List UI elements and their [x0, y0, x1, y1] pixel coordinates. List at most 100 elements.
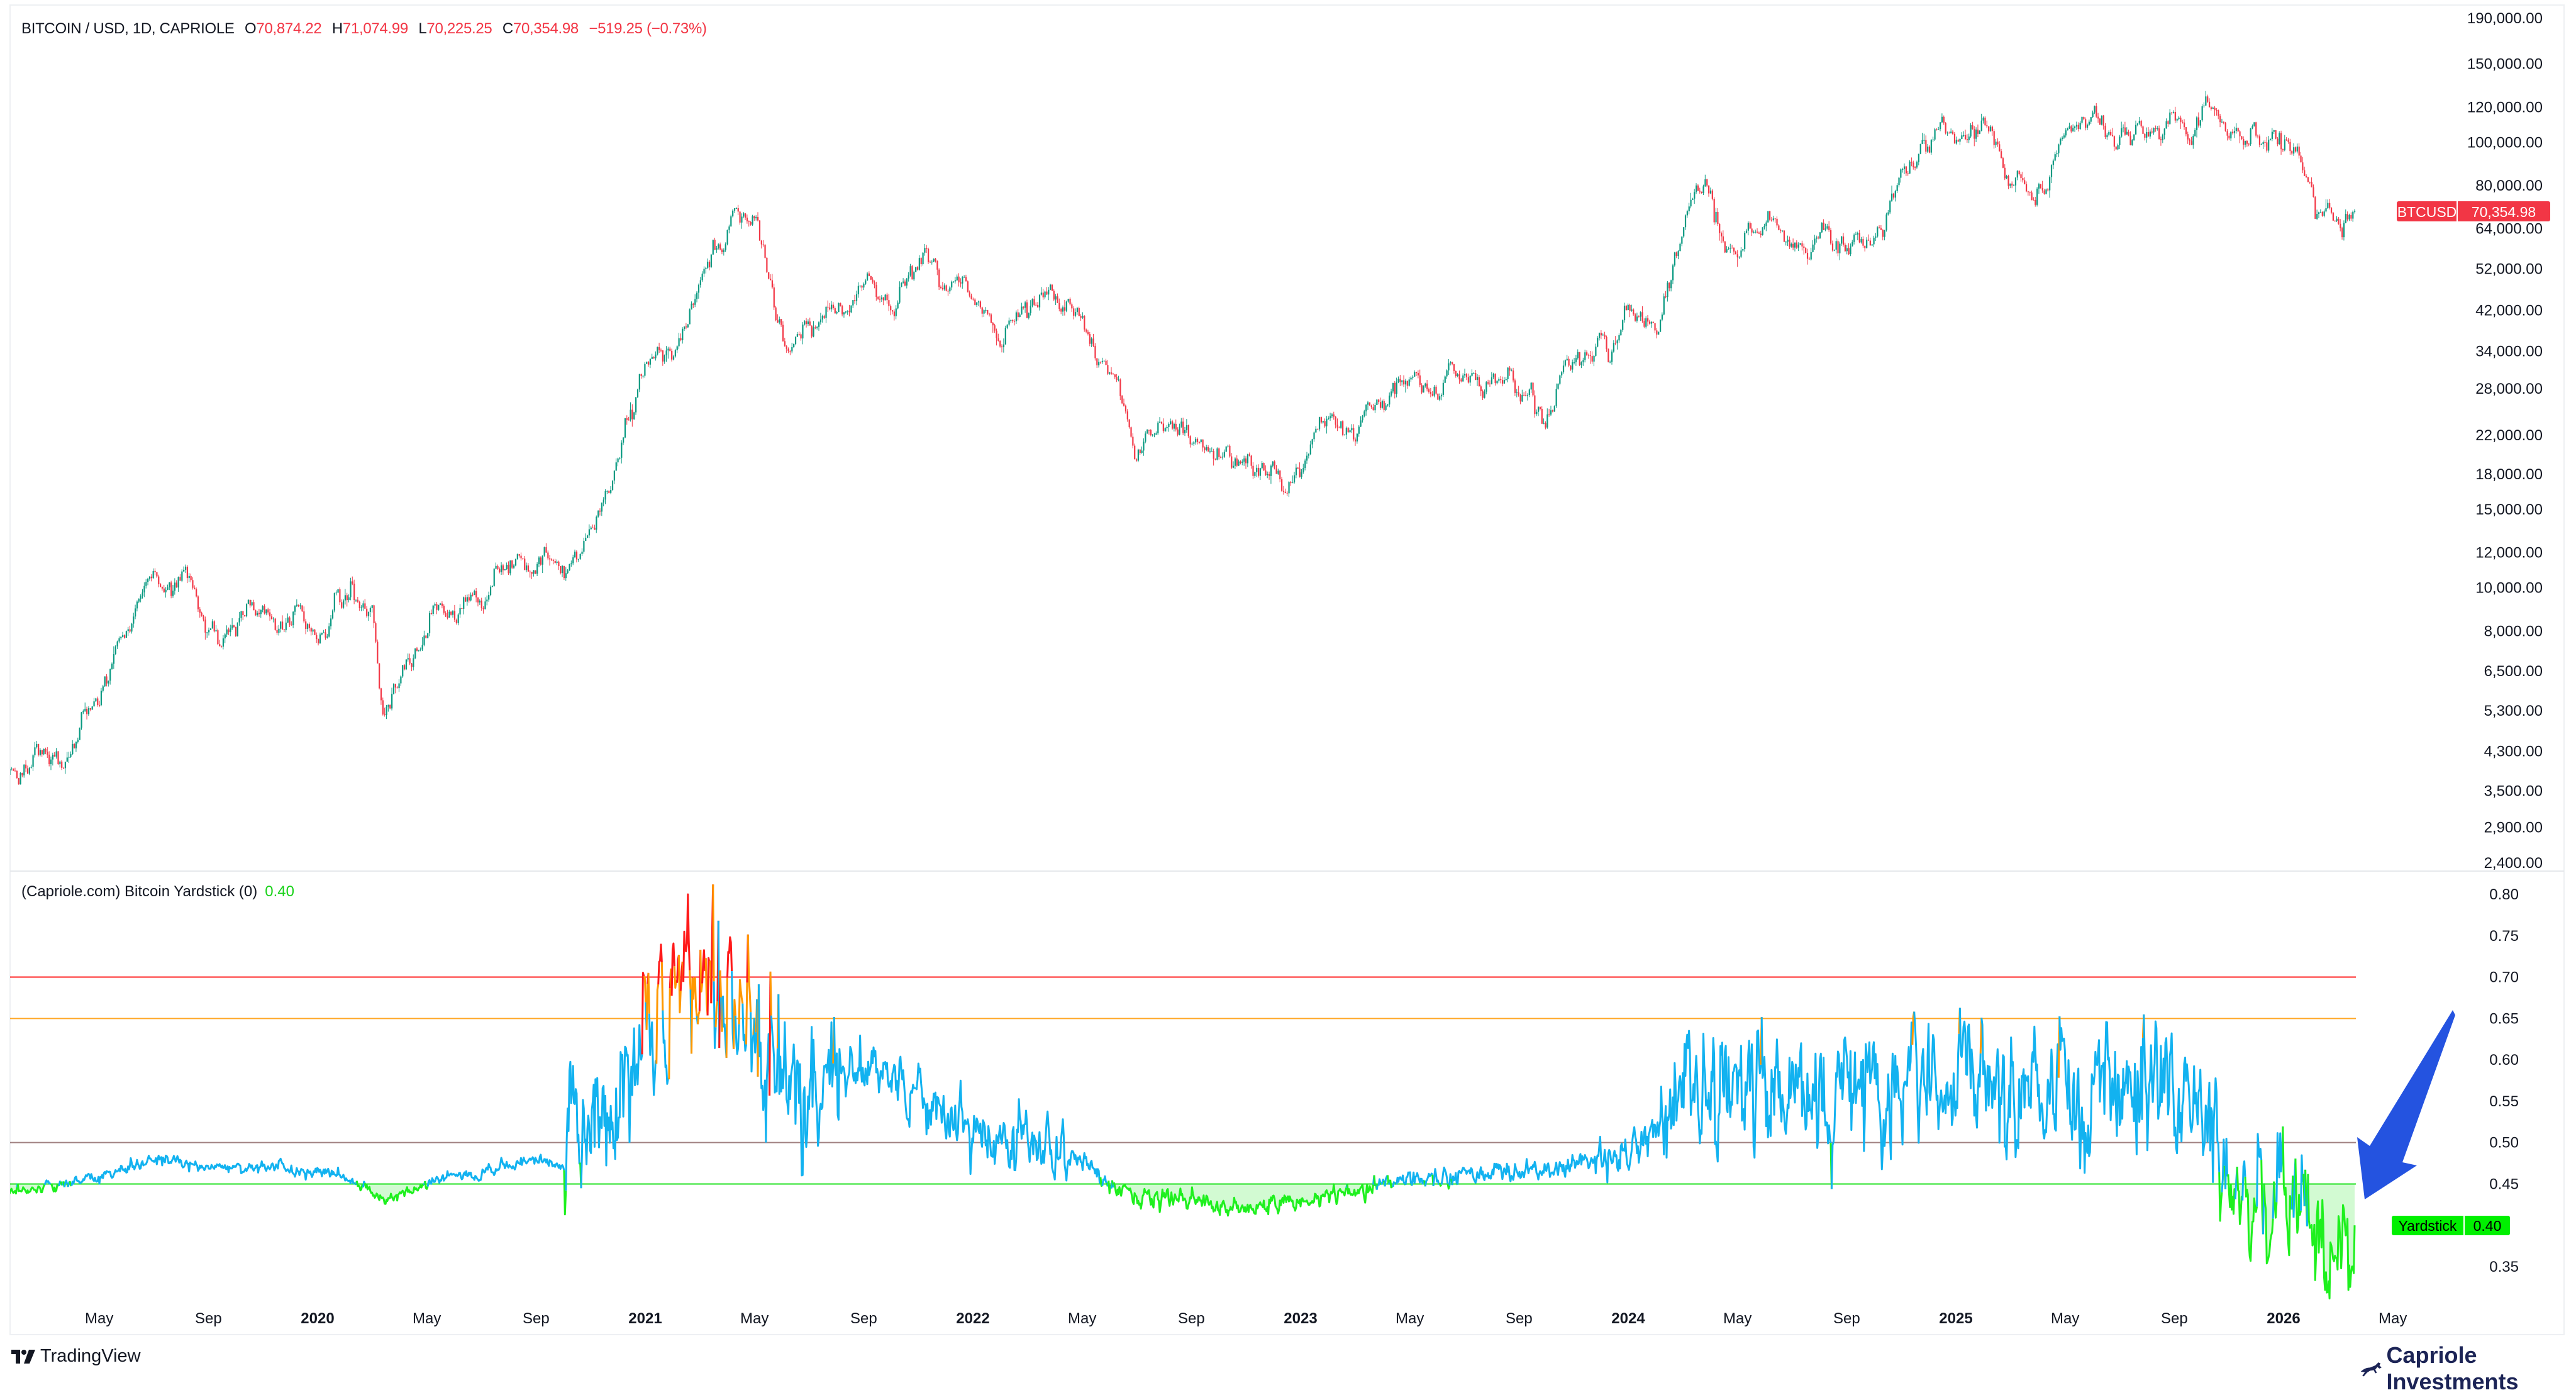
yardstick-line-segment [70, 1154, 356, 1186]
candle-body [518, 554, 520, 556]
indicator-legend[interactable]: (Capriole.com) Bitcoin Yardstick (0) 0.40 [21, 883, 294, 901]
candle-body [707, 262, 709, 268]
candle-body [1663, 296, 1665, 315]
candle-body [1335, 416, 1336, 425]
candle-body [1824, 228, 1826, 230]
candle-body [1684, 215, 1687, 228]
candle-body [2271, 131, 2273, 140]
candle-body [87, 708, 90, 714]
yardstick-line-segment [648, 1013, 658, 1096]
candle-body [1105, 360, 1107, 365]
candle-body [549, 558, 551, 560]
candle-body [32, 755, 34, 767]
candle-body [1198, 442, 1201, 443]
candle-body [1891, 193, 1893, 201]
candle-body [1928, 147, 1931, 153]
candle-body [493, 569, 495, 586]
candle-body [1256, 467, 1258, 472]
candle-body [928, 248, 930, 262]
yardstick-pane[interactable] [0, 884, 2356, 1299]
candle-body [2314, 197, 2316, 219]
candle-body [287, 617, 289, 623]
candle-body [962, 277, 963, 284]
price-axis[interactable]: 190,000.00 150,000.00 120,000.00 100,000.00… [2467, 10, 2543, 872]
candle-body [535, 570, 536, 574]
yardstick-axis[interactable]: 0.80 0.75 0.70 0.65 0.60 0.55 0.50 0.45 0.35 [2489, 886, 2519, 1276]
candle-body [86, 708, 88, 714]
candle-body [1362, 416, 1363, 421]
candle-body [2260, 144, 2262, 145]
candle-body [1633, 309, 1635, 314]
candle-body [613, 470, 615, 481]
price-tick-label: 4,300.00 [2484, 743, 2543, 760]
yardstick-tick-label: 0.55 [2489, 1093, 2519, 1110]
candle-body [272, 618, 274, 620]
candle-body [1686, 211, 1688, 216]
time-axis[interactable]: May Sep 2020 May Sep 2021 May Sep 2022 May Sep 2023… [85, 1310, 2407, 1327]
annotation-arrow-icon[interactable] [2357, 1010, 2455, 1199]
candle-body [2266, 142, 2268, 151]
price-pane[interactable] [0, 91, 2356, 785]
candle-body [2298, 147, 2300, 156]
candle-body [140, 596, 142, 599]
tradingview-logo[interactable]: TradingView [11, 1346, 141, 1367]
yardstick-line-segment [753, 1018, 757, 1053]
yardstick-line-segment [362, 1181, 366, 1188]
candle-body [2258, 136, 2261, 145]
candle-body [567, 570, 569, 574]
candle-body [789, 351, 791, 352]
candle-body [1760, 233, 1762, 235]
candle-body [2212, 108, 2214, 109]
candle-body [1808, 258, 1810, 260]
candle-body [2024, 180, 2026, 184]
yardstick-line-segment [747, 934, 752, 1013]
candle-body [409, 658, 411, 664]
candle-body [1008, 320, 1010, 325]
candle-body [1437, 393, 1439, 400]
candle-body [1290, 482, 1292, 484]
candle-body [1846, 248, 1848, 252]
candle-body [2068, 126, 2070, 129]
candle-body [2194, 130, 2196, 136]
yardstick-tick-label: 0.45 [2489, 1175, 2519, 1192]
candle-body [1819, 232, 1821, 238]
yardstick-line-segment [670, 942, 675, 996]
candle-body [16, 770, 18, 779]
candle-body [1595, 347, 1597, 356]
symbol-legend[interactable]: BITCOIN / USD, 1D, CAPRIOLE O70,874.22 H… [21, 20, 707, 38]
candle-body [118, 638, 120, 642]
yardstick-line-segment [647, 972, 650, 1014]
candle-body [1387, 404, 1389, 406]
candle-body [2099, 118, 2101, 125]
candle-body [1379, 402, 1382, 408]
candle-body [1313, 432, 1315, 440]
yardstick-line-segment [689, 970, 692, 990]
candle-body [976, 302, 978, 305]
time-tick-label: Sep [195, 1310, 222, 1327]
candle-body [1227, 445, 1229, 447]
candle-body [1399, 379, 1401, 382]
candle-body [920, 258, 922, 265]
candle-body [1246, 454, 1249, 464]
candle-body [2311, 182, 2312, 187]
candle-body [2027, 191, 2029, 192]
candle-body [1880, 228, 1882, 230]
yardstick-line-segment [2241, 1160, 2246, 1201]
candle-body [43, 748, 45, 755]
candle-body [102, 686, 104, 691]
candle-body [870, 275, 872, 280]
candle-body [2241, 136, 2243, 139]
candle-body [1986, 125, 1988, 126]
candle-body [2223, 121, 2224, 123]
candle-body [621, 442, 623, 458]
change-value: −519.25 (−0.73%) [589, 20, 707, 37]
candle-body [479, 600, 481, 603]
candle-body [472, 594, 474, 596]
capriole-brand[interactable]: Capriole Investments [2360, 1342, 2576, 1395]
candle-body [1173, 423, 1175, 429]
candle-body [983, 310, 985, 314]
candle-body [784, 341, 786, 347]
price-tick-label: 18,000.00 [2475, 466, 2543, 483]
candle-body [816, 326, 818, 328]
